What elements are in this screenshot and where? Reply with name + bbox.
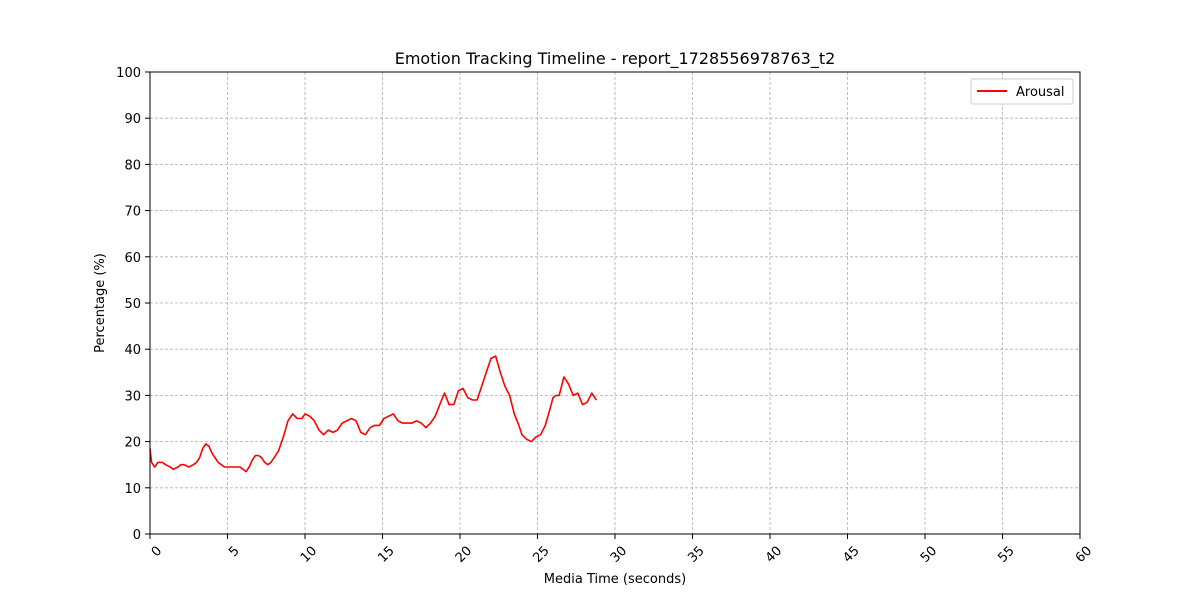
y-tick-label: 100: [116, 66, 141, 81]
x-axis-title: Media Time (seconds): [544, 572, 686, 587]
legend: Arousal: [970, 78, 1074, 105]
y-tick-label: 20: [124, 436, 141, 451]
y-tick-label: 60: [124, 251, 141, 266]
series-layer: [149, 355, 598, 473]
legend-label-arousal: Arousal: [1016, 85, 1065, 100]
legend-box: [970, 78, 1074, 105]
y-tick-label: 80: [124, 158, 141, 173]
y-tick-label: 70: [124, 205, 141, 220]
y-tick-label: 0: [133, 528, 141, 543]
y-tick-label: 10: [124, 482, 141, 497]
series-line-arousal: [149, 355, 598, 473]
y-axis-title: Percentage (%): [93, 253, 108, 353]
y-tick-label: 30: [124, 389, 141, 404]
chart-title: Emotion Tracking Timeline - report_17285…: [395, 49, 836, 69]
y-tick-label: 90: [124, 112, 141, 127]
y-tick-label: 40: [124, 343, 141, 358]
y-tick-label: 50: [124, 297, 141, 312]
grid-lines: [149, 71, 1081, 535]
